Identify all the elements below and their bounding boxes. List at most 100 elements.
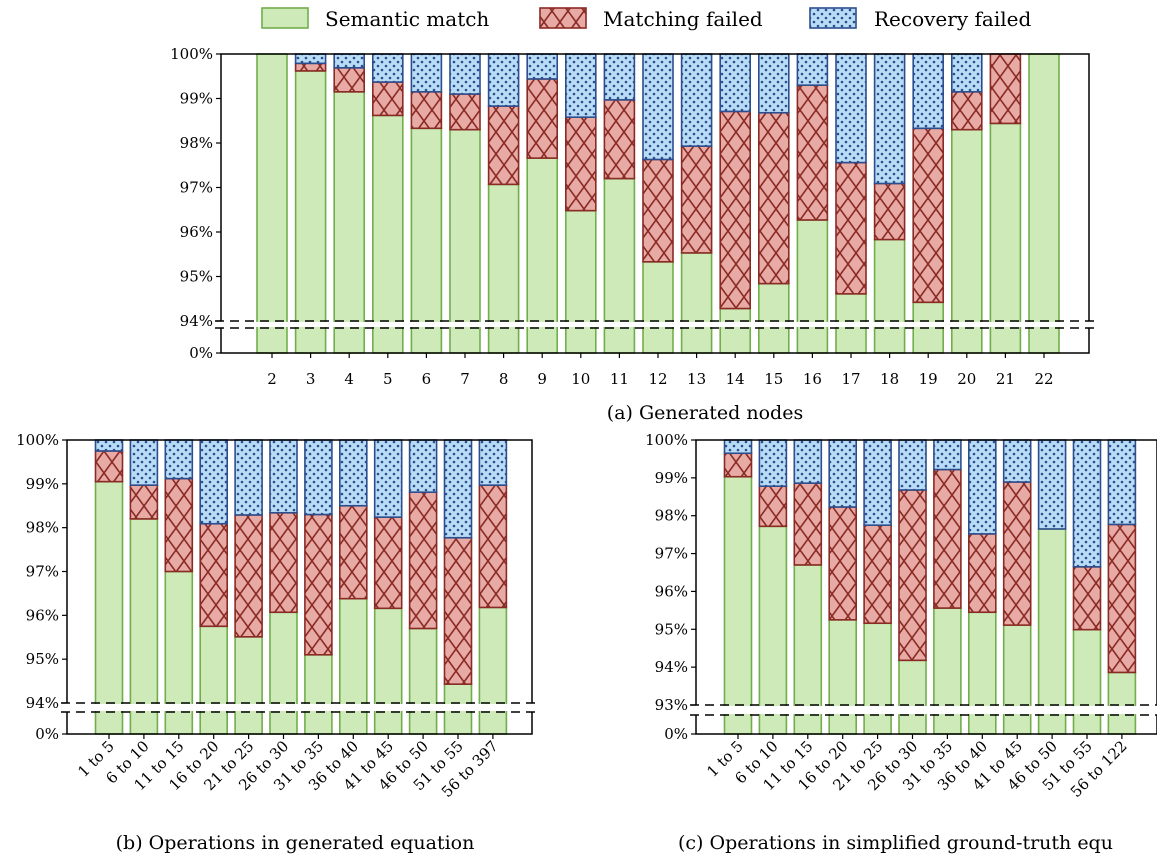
- bar-segment-recovery-failed: [294, 53, 327, 65]
- bar-segment-recovery-failed: [269, 439, 298, 514]
- bar-segment-semantic-match: [723, 475, 753, 735]
- bar-group: [1072, 439, 1102, 735]
- y-tick-label: 97%: [655, 545, 688, 563]
- bar-segment-recovery-failed: [234, 439, 263, 516]
- axis-frame-lower: [66, 712, 533, 735]
- bar-segment-recovery-failed: [449, 53, 481, 95]
- bar-group: [719, 53, 752, 354]
- bar-segment-recovery-failed: [1002, 439, 1032, 483]
- bar-segment-recovery-failed: [164, 439, 194, 480]
- bar-segment-semantic-match: [828, 619, 858, 735]
- bar-group: [1107, 439, 1137, 735]
- x-tick-label: 12: [648, 370, 667, 388]
- bar-segment-matching-failed: [796, 84, 829, 221]
- bar-group: [835, 53, 867, 354]
- legend-label-recovery-failed: Recovery failed: [874, 7, 1031, 31]
- bar-group: [338, 439, 368, 735]
- bar-segment-recovery-failed: [94, 439, 124, 452]
- y-tick-label: 95%: [655, 620, 688, 638]
- bar-group: [129, 439, 159, 735]
- bar-segment-recovery-failed: [1072, 439, 1102, 568]
- bar-segment-recovery-failed: [371, 53, 404, 83]
- x-tick-label: 6: [422, 370, 432, 388]
- y-tick-label: 96%: [180, 223, 213, 241]
- x-tick-label: 21: [996, 370, 1015, 388]
- bar-segment-recovery-failed: [199, 439, 228, 525]
- x-tick-label: 22: [1034, 370, 1053, 388]
- bar-group: [912, 53, 945, 354]
- x-tick-label: 10: [571, 370, 590, 388]
- bar-segment-matching-failed: [304, 513, 333, 656]
- bar-group: [234, 439, 263, 735]
- caption-b: (b) Operations in generated equation: [116, 832, 475, 854]
- y-tick-label: 100%: [170, 45, 213, 63]
- bar-segment-recovery-failed: [526, 53, 559, 80]
- bar-group: [487, 53, 520, 354]
- bar-segment-matching-failed: [1107, 523, 1137, 674]
- bar-segment-recovery-failed: [443, 439, 473, 539]
- bar-segment-matching-failed: [410, 91, 443, 130]
- bar-group: [796, 53, 829, 354]
- bar-group: [526, 53, 559, 354]
- bar-segment-recovery-failed: [873, 53, 906, 185]
- y-tick-label: 0%: [189, 344, 213, 362]
- bar-segment-semantic-match: [950, 128, 983, 354]
- bar-group: [863, 439, 892, 735]
- y-tick-label: 94%: [26, 694, 59, 712]
- legend-item-recovery-failed: Recovery failed: [809, 7, 1031, 31]
- axis-frame-lower: [695, 715, 1157, 735]
- legend-swatch-semantic-match: [261, 7, 309, 29]
- bar-group: [933, 439, 962, 735]
- x-tick-label: 11: [610, 370, 629, 388]
- bar-segment-matching-failed: [719, 110, 752, 310]
- x-tick-label: 5: [383, 370, 393, 388]
- bar-group: [1028, 53, 1060, 354]
- bar-group: [199, 439, 228, 735]
- x-tick-label: 7: [460, 370, 470, 388]
- x-tick-label: 13: [687, 370, 706, 388]
- y-tick-label: 99%: [655, 469, 688, 487]
- y-tick-label: 97%: [26, 563, 59, 581]
- bar-segment-recovery-failed: [758, 439, 788, 487]
- bar-segment-matching-failed: [758, 485, 788, 528]
- bar-segment-recovery-failed: [304, 439, 333, 516]
- bar-segment-recovery-failed: [835, 53, 867, 164]
- bar-segment-matching-failed: [526, 78, 559, 159]
- bar-segment-semantic-match: [94, 480, 124, 735]
- bar-segment-recovery-failed: [680, 53, 713, 147]
- bar-segment-matching-failed: [950, 91, 983, 131]
- y-tick-label: 93%: [655, 696, 688, 714]
- chart-generated-nodes: 2 3 4 5 6 7 8 9 10 11 12 13 14 15 16 17 18 19 20 21 22 0% 94% 9…: [170, 45, 1099, 388]
- x-tick-label: 2: [267, 370, 277, 388]
- bar-segment-semantic-match: [1002, 624, 1032, 735]
- bar-segment-semantic-match: [129, 518, 159, 735]
- bar-segment-semantic-match: [294, 70, 327, 354]
- bar-group: [269, 439, 298, 735]
- axis-frame-lower: [220, 328, 1090, 354]
- bar-segment-recovery-failed: [478, 439, 508, 486]
- bar-group: [449, 53, 481, 354]
- bar-segment-matching-failed: [478, 484, 508, 609]
- legend-label-matching-failed: Matching failed: [603, 7, 763, 31]
- bar-group: [408, 439, 438, 735]
- bar-segment-matching-failed: [793, 482, 823, 566]
- bar-segment-matching-failed: [234, 514, 263, 638]
- bar-group: [304, 439, 333, 735]
- bar-segment-matching-failed: [989, 53, 1022, 125]
- bar-group: [873, 53, 906, 354]
- bar-group: [950, 53, 983, 354]
- y-tick-label: 94%: [180, 312, 213, 330]
- bar-group: [603, 53, 636, 354]
- legend-swatch-matching-failed: [539, 7, 587, 29]
- bar-segment-recovery-failed: [898, 439, 927, 491]
- legend-item-matching-failed: Matching failed: [539, 7, 763, 31]
- bar-segment-matching-failed: [912, 127, 945, 304]
- bar-segment-semantic-match: [564, 209, 597, 354]
- bar-segment-semantic-match: [796, 219, 829, 354]
- bar-segment-recovery-failed: [719, 53, 752, 113]
- legend: Semantic match Matching failed Recovery …: [261, 7, 1031, 31]
- bar-segment-recovery-failed: [487, 53, 520, 107]
- x-tick-label: 16: [803, 370, 822, 388]
